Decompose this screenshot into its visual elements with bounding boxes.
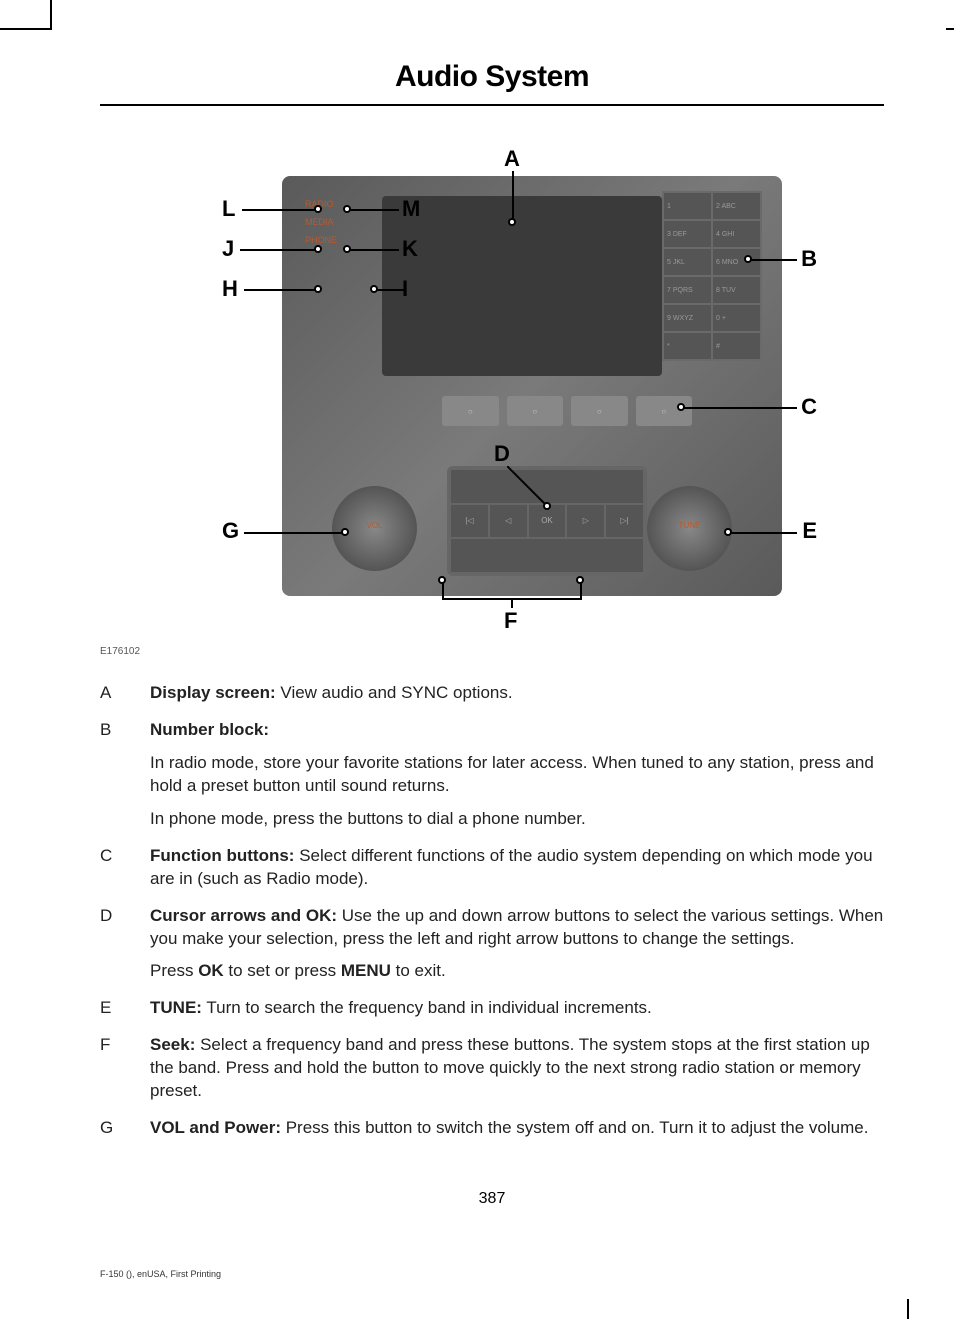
diagram-reference: E176102 bbox=[100, 646, 884, 657]
radio-unit-photo: RADIO MEDIA PHONE 1 2 ABC 3 DEF 4 GHI 5 … bbox=[282, 176, 782, 596]
def-text: View audio and SYNC options. bbox=[276, 683, 513, 702]
definition-E: E TUNE: Turn to search the frequency ban… bbox=[100, 997, 884, 1020]
next-track-icon: ▷| bbox=[606, 505, 643, 538]
def-text: Turn to search the frequency band in ind… bbox=[202, 998, 652, 1017]
def-term: VOL and Power: bbox=[150, 1118, 281, 1137]
key-3: 3 DEF bbox=[664, 221, 711, 247]
fn-btn: ○ bbox=[507, 396, 564, 426]
callout-J: J bbox=[222, 236, 234, 262]
def-text: to exit. bbox=[391, 961, 446, 980]
key-hash: # bbox=[713, 333, 760, 359]
def-term: TUNE: bbox=[150, 998, 202, 1017]
def-text: In phone mode, press the buttons to dial… bbox=[150, 809, 586, 828]
def-term: Number block: bbox=[150, 720, 269, 739]
key-2: 2 ABC bbox=[713, 193, 760, 219]
def-text: In radio mode, store your favorite stati… bbox=[150, 753, 874, 795]
crop-mark bbox=[946, 28, 954, 30]
definition-A: A Display screen: View audio and SYNC op… bbox=[100, 682, 884, 705]
key-5: 5 JKL bbox=[664, 249, 711, 275]
callout-K: K bbox=[402, 236, 418, 262]
definitions-list: A Display screen: View audio and SYNC op… bbox=[100, 682, 884, 1140]
tune-label: TUNE bbox=[647, 521, 732, 530]
def-letter: D bbox=[100, 905, 150, 984]
page-number: 387 bbox=[100, 1190, 884, 1208]
key-8: 8 TUV bbox=[713, 277, 760, 303]
right-arrow-icon: ▷ bbox=[567, 505, 604, 538]
def-text: Press bbox=[150, 961, 198, 980]
fn-btn: ○ bbox=[571, 396, 628, 426]
key-7: 7 PQRS bbox=[664, 277, 711, 303]
def-letter: E bbox=[100, 997, 150, 1020]
def-term: Seek: bbox=[150, 1035, 195, 1054]
ok-term: OK bbox=[198, 961, 224, 980]
menu-term: MENU bbox=[341, 961, 391, 980]
callout-E: E bbox=[802, 518, 817, 544]
tune-knob: TUNE bbox=[647, 486, 732, 571]
key-star: * bbox=[664, 333, 711, 359]
number-keypad: 1 2 ABC 3 DEF 4 GHI 5 JKL 6 MNO 7 PQRS 8… bbox=[662, 191, 762, 361]
def-text: Press this button to switch the system o… bbox=[281, 1118, 868, 1137]
key-9: 9 WXYZ bbox=[664, 305, 711, 331]
definition-B: B Number block: In radio mode, store you… bbox=[100, 719, 884, 831]
callout-G: G bbox=[222, 518, 239, 544]
def-letter: A bbox=[100, 682, 150, 705]
def-letter: G bbox=[100, 1117, 150, 1140]
prev-track-icon: |◁ bbox=[451, 505, 488, 538]
crop-mark bbox=[50, 0, 52, 30]
def-text: to set or press bbox=[224, 961, 341, 980]
def-letter: F bbox=[100, 1034, 150, 1103]
callout-M: M bbox=[402, 196, 420, 222]
crop-mark bbox=[907, 1299, 909, 1319]
display-screen bbox=[382, 196, 662, 376]
callout-H: H bbox=[222, 276, 238, 302]
def-letter: B bbox=[100, 719, 150, 831]
page-title: Audio System bbox=[100, 60, 884, 94]
callout-A: A bbox=[504, 146, 520, 172]
callout-D: D bbox=[494, 441, 510, 467]
media-label: MEDIA bbox=[302, 214, 340, 230]
fn-btn: ○ bbox=[636, 396, 693, 426]
def-term: Cursor arrows and OK: bbox=[150, 906, 337, 925]
def-term: Display screen: bbox=[150, 683, 276, 702]
definition-D: D Cursor arrows and OK: Use the up and d… bbox=[100, 905, 884, 984]
def-letter: C bbox=[100, 845, 150, 891]
definition-G: G VOL and Power: Press this button to sw… bbox=[100, 1117, 884, 1140]
crop-mark bbox=[0, 28, 52, 30]
callout-L: L bbox=[222, 196, 235, 222]
fn-btn: ○ bbox=[442, 396, 499, 426]
key-0: 0 + bbox=[713, 305, 760, 331]
callout-B: B bbox=[801, 246, 817, 272]
definition-F: F Seek: Select a frequency band and pres… bbox=[100, 1034, 884, 1103]
key-4: 4 GHI bbox=[713, 221, 760, 247]
definition-C: C Function buttons: Select different fun… bbox=[100, 845, 884, 891]
key-6: 6 MNO bbox=[713, 249, 760, 275]
callout-F: F bbox=[504, 608, 517, 634]
page-header: Audio System bbox=[100, 60, 884, 106]
footer-text: F-150 (), enUSA, First Printing bbox=[100, 1269, 221, 1279]
def-text: Select a frequency band and press these … bbox=[150, 1035, 870, 1100]
key-1: 1 bbox=[664, 193, 711, 219]
def-term: Function buttons: bbox=[150, 846, 294, 865]
audio-system-diagram: RADIO MEDIA PHONE 1 2 ABC 3 DEF 4 GHI 5 … bbox=[152, 146, 832, 636]
function-buttons: ○ ○ ○ ○ bbox=[442, 396, 692, 426]
callout-C: C bbox=[801, 394, 817, 420]
